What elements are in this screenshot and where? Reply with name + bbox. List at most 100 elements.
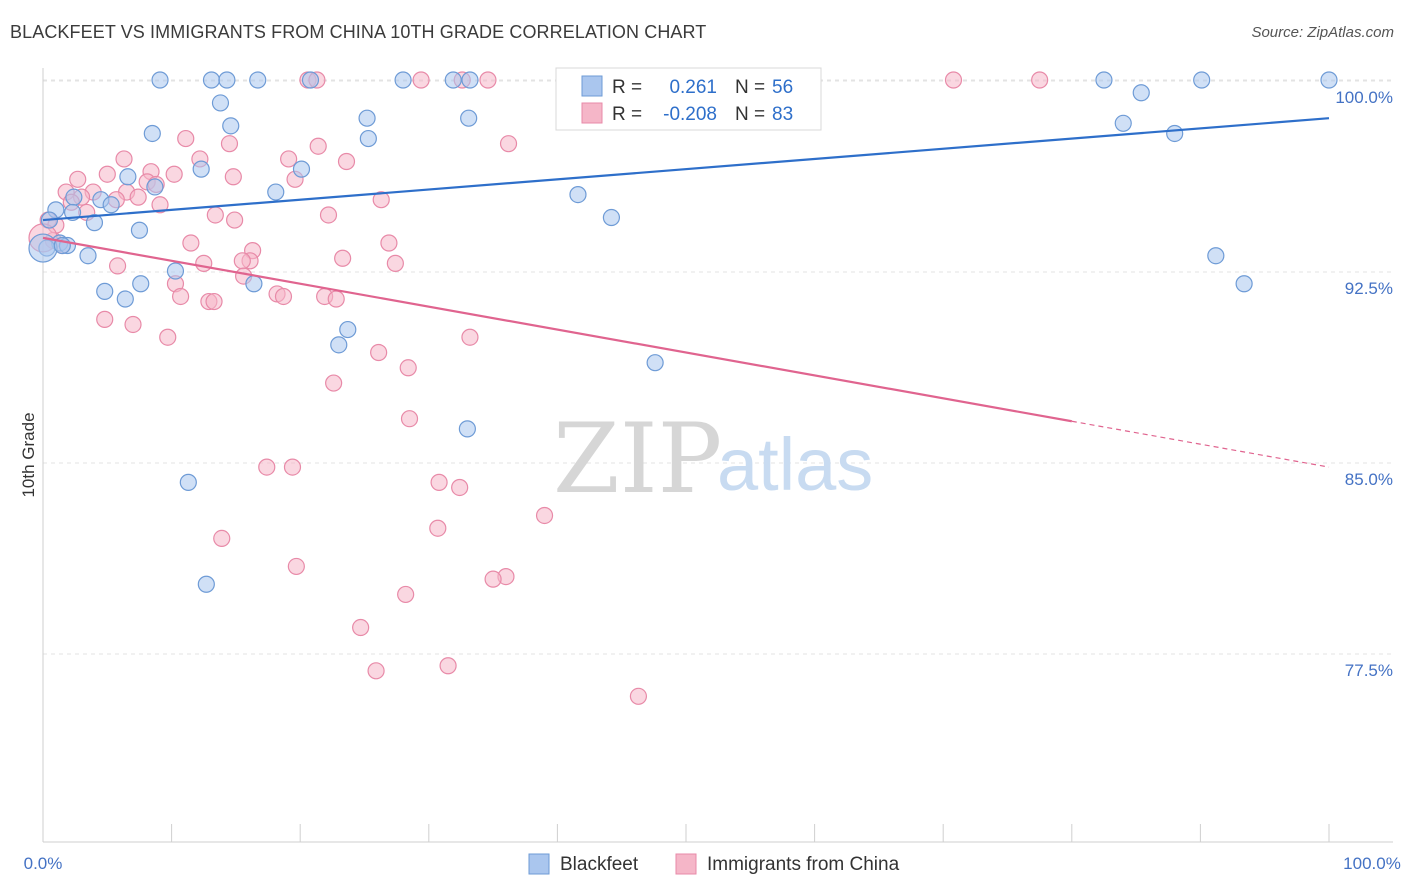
data-point [367,662,385,680]
data-point [220,135,239,153]
data-point [337,152,356,171]
data-point [451,478,469,497]
data-point [358,109,376,127]
data-point [177,129,195,148]
data-point [400,410,419,428]
data-point [115,150,133,168]
y-axis-label: 10th Grade [19,412,38,497]
trend-line-blue [42,117,1330,222]
data-point [484,570,502,588]
trend-line-dashed-pink [1071,420,1330,468]
data-point [412,71,430,89]
data-point [132,275,150,293]
data-point [309,137,327,155]
data-point [233,252,251,270]
data-point [108,257,127,275]
data-point [330,336,348,354]
data-point [461,328,479,346]
data-point [479,71,497,89]
x-tick-label-min: 0.0% [24,854,63,873]
data-point [143,124,161,143]
y-tick-label: 85.0% [1345,470,1393,489]
x-tick-label-max: 100.0% [1343,854,1401,873]
data-point [102,196,120,214]
data-point [301,71,320,89]
data-point [430,473,448,491]
data-point [224,168,242,186]
data-point [206,206,224,224]
data-point [397,585,415,604]
data-point [165,165,183,183]
data-point [85,214,104,232]
data-point [1031,71,1049,89]
data-point [79,247,97,265]
trend-line-pink [42,236,1072,423]
data-point [944,71,963,89]
series-immigrants-from-china [28,71,1049,705]
data-point [192,160,210,178]
data-point [258,458,276,476]
data-point [172,287,190,306]
data-point [429,519,447,537]
data-point [267,183,285,201]
data-point [569,186,587,204]
data-point [646,354,664,372]
data-point [130,221,149,239]
chart-source: Source: ZipAtlas.com [1251,24,1394,41]
data-point [458,420,476,438]
data-point [182,234,200,252]
axes [42,68,1393,843]
legend-r-label-blue: R = [612,77,642,98]
data-point [359,129,377,148]
watermark-atlas: atlas [717,423,873,506]
data-point [222,117,240,135]
data-point [202,71,221,89]
data-point [274,287,293,306]
legend-r-value-blue: 0.261 [669,77,717,98]
legend-r-value-pink: -0.208 [663,104,717,125]
y-tick-label: 100.0% [1335,88,1393,107]
data-point [439,657,457,675]
data-point [372,191,390,209]
data-point [166,262,185,280]
y-tick-label: 92.5% [1345,279,1393,298]
legend-n-label-pink: N = [735,104,765,125]
y-tick-labels: 100.0% 92.5% 85.0% 77.5% [1335,88,1393,680]
data-point [213,529,231,548]
legend-n-value-pink: 83 [772,104,793,125]
data-point [96,282,114,300]
x-ticks [42,824,1330,842]
data-point [116,290,134,308]
data-point [460,109,478,127]
data-point [461,71,479,89]
data-point [124,315,142,334]
data-point [1114,114,1132,132]
data-point [292,160,311,178]
trend-lines [42,117,1330,468]
data-point [1235,275,1253,293]
data-point [146,178,164,196]
data-point [1193,71,1211,89]
data-point [205,292,223,311]
data-point [352,618,370,637]
bottom-legend-label-china: Immigrants from China [707,854,900,875]
data-point [394,71,412,89]
legend-swatch-pink [581,102,603,124]
data-point [151,196,169,214]
data-point [1166,124,1184,143]
data-point [1095,71,1113,89]
data-point [218,71,236,89]
data-point [195,254,213,272]
data-point [1320,71,1338,89]
bottom-legend: Blackfeet Immigrants from China [528,853,900,875]
data-point [249,71,267,89]
watermark: ZIP atlas [553,403,873,515]
data-point [380,234,398,252]
data-point [129,188,147,206]
data-point [245,275,263,293]
data-point [325,374,343,392]
legend-r-label-pink: R = [612,104,642,125]
data-point [283,458,302,476]
bottom-legend-swatch-china [675,853,697,875]
